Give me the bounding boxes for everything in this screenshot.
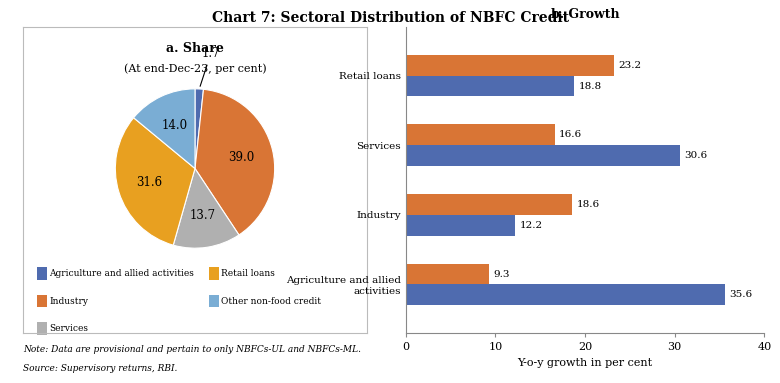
Bar — [406, 145, 680, 166]
Text: 16.6: 16.6 — [559, 130, 582, 139]
Text: Source: Supervisory returns, RBI.: Source: Supervisory returns, RBI. — [23, 364, 178, 373]
Text: 13.7: 13.7 — [190, 209, 215, 222]
Text: Services: Services — [49, 324, 88, 333]
FancyBboxPatch shape — [209, 295, 219, 307]
Text: 23.2: 23.2 — [619, 61, 641, 70]
Text: 31.6: 31.6 — [136, 176, 162, 189]
X-axis label: Y-o-y growth in per cent: Y-o-y growth in per cent — [517, 358, 653, 368]
Text: a. Share: a. Share — [166, 42, 224, 55]
Text: Chart 7: Sectoral Distribution of NBFC Credit: Chart 7: Sectoral Distribution of NBFC C… — [211, 11, 569, 26]
Text: Retail loans: Retail loans — [221, 269, 275, 278]
FancyBboxPatch shape — [209, 267, 219, 280]
Bar — [406, 124, 555, 145]
Bar — [406, 75, 574, 97]
Wedge shape — [195, 89, 204, 169]
Bar — [406, 285, 725, 305]
Text: 18.6: 18.6 — [577, 200, 600, 209]
Text: (At end-Dec-23, per cent): (At end-Dec-23, per cent) — [124, 64, 266, 74]
FancyBboxPatch shape — [37, 267, 48, 280]
Text: 9.3: 9.3 — [494, 270, 510, 278]
Wedge shape — [133, 89, 195, 169]
Text: 12.2: 12.2 — [519, 221, 543, 230]
Text: Agriculture and allied activities: Agriculture and allied activities — [49, 269, 194, 278]
Bar — [406, 264, 489, 285]
FancyBboxPatch shape — [37, 322, 48, 335]
Wedge shape — [173, 169, 239, 248]
Text: Industry: Industry — [49, 296, 88, 306]
Text: 1.7: 1.7 — [200, 47, 220, 86]
Bar — [406, 194, 573, 215]
Title: b. Growth: b. Growth — [551, 8, 619, 21]
Wedge shape — [195, 89, 275, 235]
Text: 39.0: 39.0 — [229, 151, 254, 164]
FancyBboxPatch shape — [37, 295, 48, 307]
Text: Note: Data are provisional and pertain to only NBFCs-UL and NBFCs-ML.: Note: Data are provisional and pertain t… — [23, 345, 361, 354]
Text: 30.6: 30.6 — [685, 151, 707, 160]
Text: 14.0: 14.0 — [161, 119, 188, 132]
Bar — [406, 55, 614, 75]
Wedge shape — [115, 118, 195, 245]
Bar — [406, 215, 515, 236]
Text: Other non-food credit: Other non-food credit — [221, 296, 321, 306]
Text: 18.8: 18.8 — [579, 82, 602, 90]
Text: 35.6: 35.6 — [729, 290, 753, 300]
